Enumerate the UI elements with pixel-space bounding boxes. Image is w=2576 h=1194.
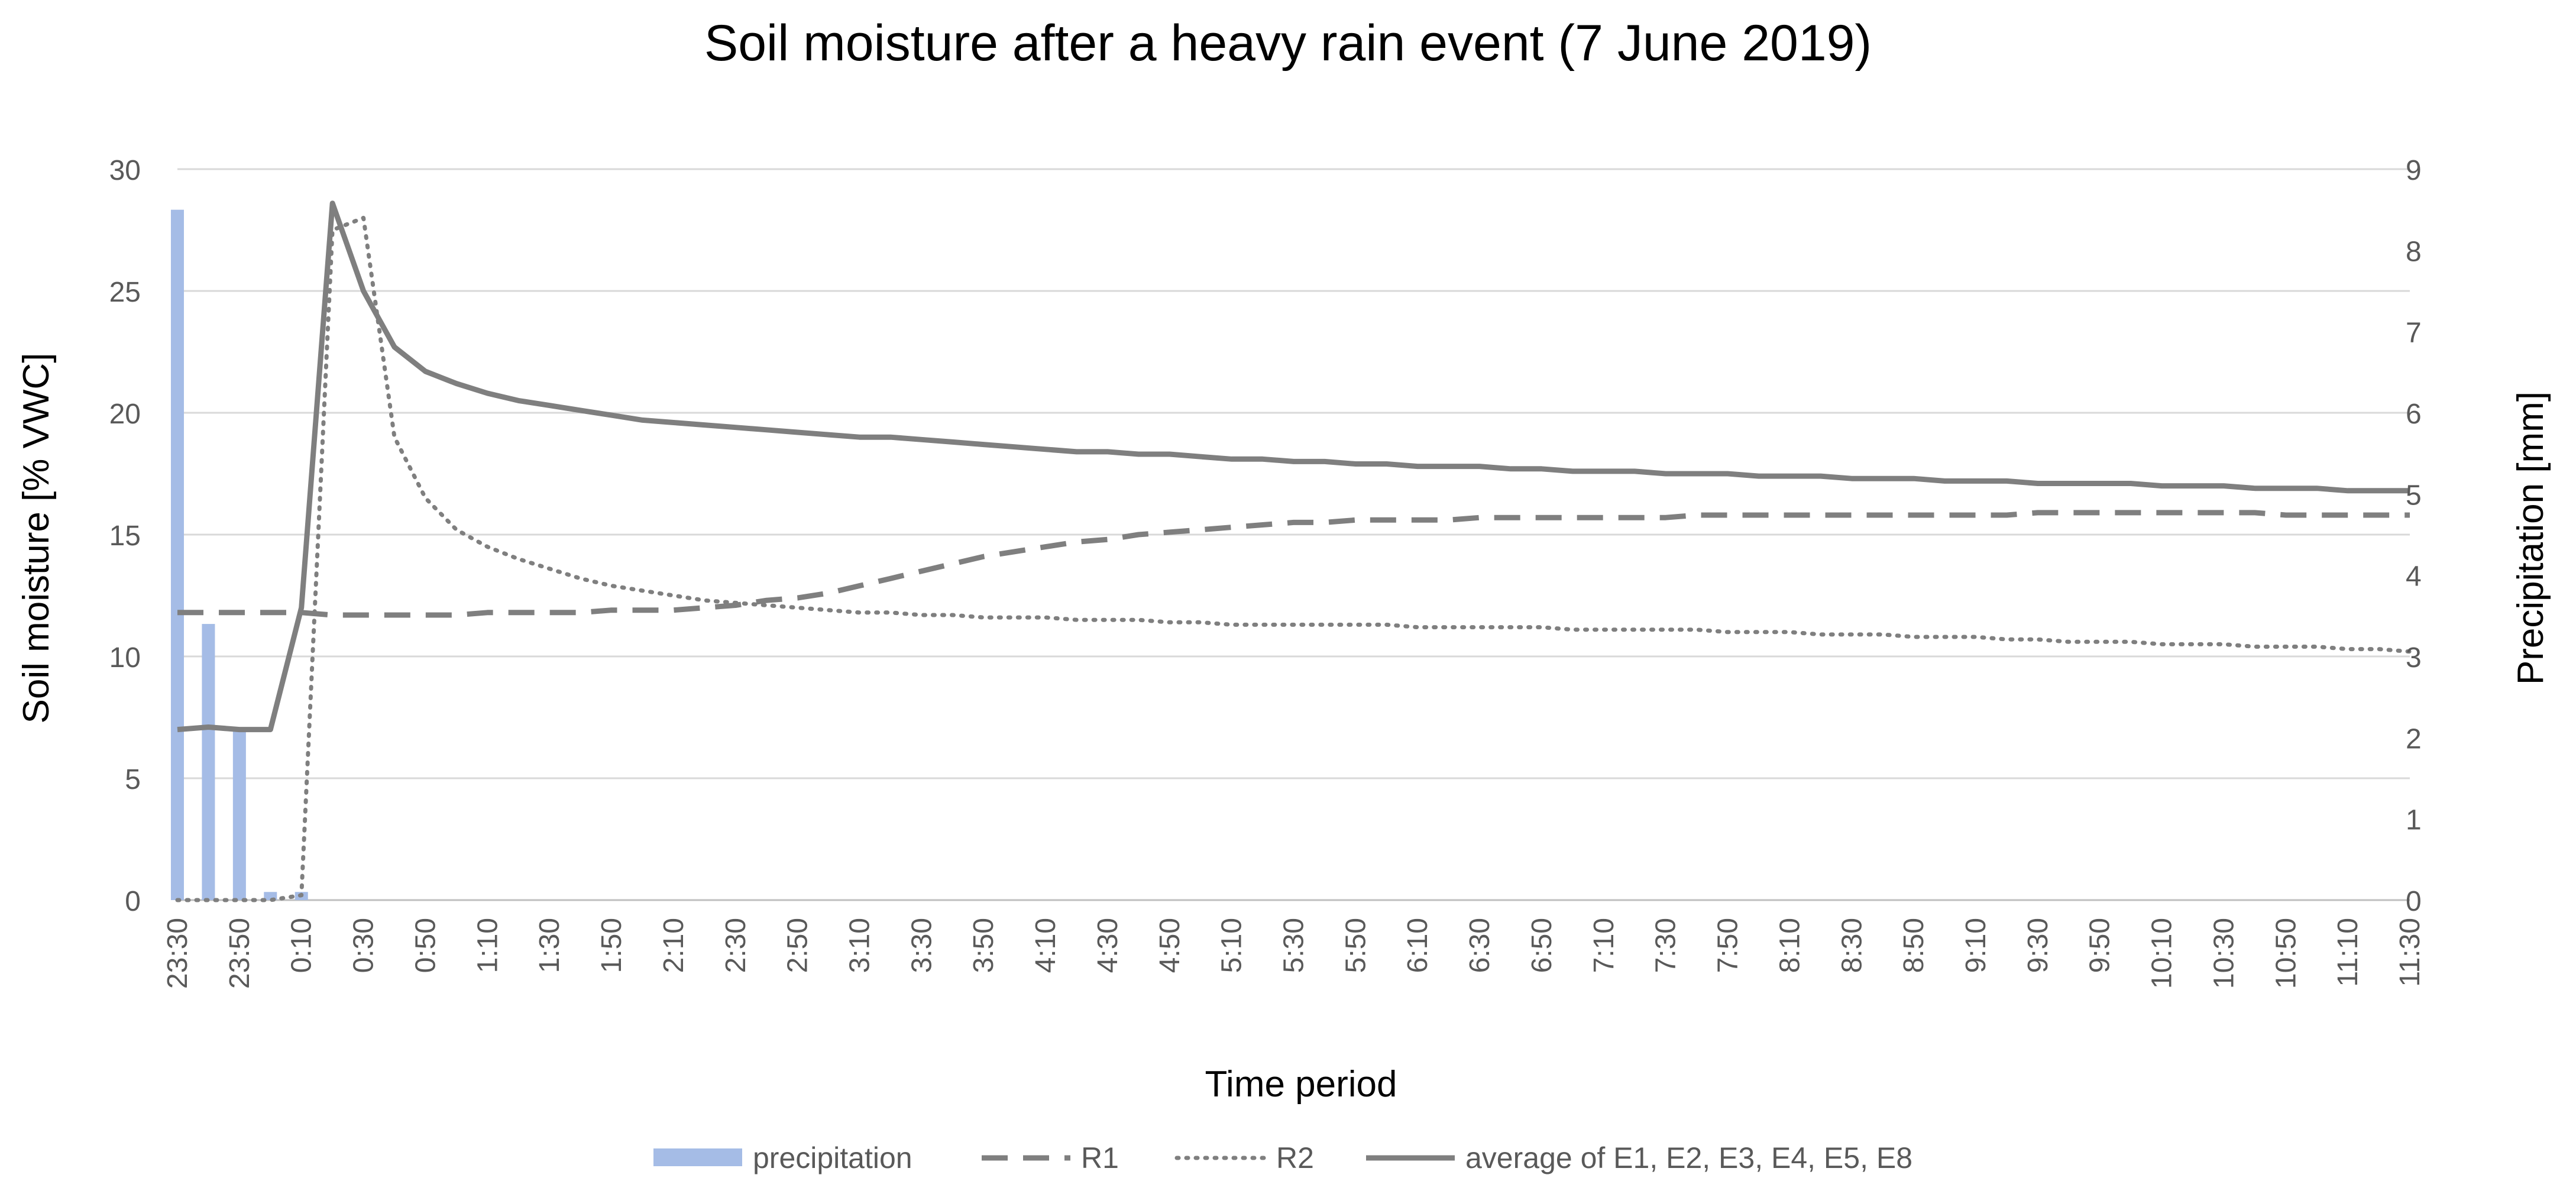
x-tick-label: 1:30 (534, 918, 565, 973)
precipitation-bar (202, 624, 215, 900)
x-tick-label: 9:10 (1960, 918, 1992, 973)
legend-swatch (653, 1148, 742, 1166)
y-tick-label: 30 (109, 155, 141, 186)
y2-axis-label: Precipitation [mm] (2510, 391, 2551, 685)
x-tick-label: 7:10 (1588, 918, 1620, 973)
x-tick-label: 0:30 (348, 918, 380, 973)
x-tick-label: 3:50 (968, 918, 999, 973)
x-tick-label: 11:30 (2394, 918, 2426, 987)
x-tick-label: 1:10 (472, 918, 503, 973)
y2-tick-label: 3 (2406, 642, 2422, 674)
x-tick-label: 1:50 (596, 918, 627, 973)
x-tick-label: 5:50 (1340, 918, 1371, 973)
x-tick-label: 9:50 (2085, 918, 2116, 973)
series-line-average (177, 200, 2410, 733)
y-tick-label: 20 (109, 399, 141, 430)
gridlines (177, 168, 2410, 901)
chart-title: Soil moisture after a heavy rain event (… (704, 15, 1872, 72)
precipitation-bar (232, 729, 246, 900)
legend: precipitation R1 R2 average of E1, E2, E3, … (653, 1141, 1912, 1174)
x-tick-label: 10:50 (2270, 918, 2302, 989)
legend-label: R2 (1276, 1141, 1314, 1174)
precipitation-bar (170, 209, 185, 901)
legend-label: average of E1, E2, E3, E4, E5, E8 (1465, 1141, 1912, 1174)
precipitation-bars (170, 209, 308, 901)
x-tick-label: 7:30 (1651, 918, 1682, 973)
x-tick-label: 3:10 (844, 918, 875, 973)
x-tick-label: 4:10 (1030, 918, 1062, 973)
y2-tick-label: 1 (2406, 805, 2422, 836)
y2-tick-label: 4 (2406, 561, 2422, 593)
y2-tick-label: 5 (2406, 480, 2422, 511)
y2-tick-label: 6 (2406, 399, 2422, 430)
x-tick-label: 23:30 (162, 918, 193, 989)
x-tick-label: 6:30 (1464, 918, 1496, 973)
x-tick-label: 0:50 (410, 918, 441, 973)
x-tick-label: 6:50 (1526, 918, 1558, 973)
x-tick-label: 8:30 (1836, 918, 1868, 973)
series-line-r1 (177, 510, 2410, 618)
series-lines (175, 200, 2412, 902)
x-tick-label: 9:30 (2022, 918, 2054, 973)
y-axis-label: Soil moisture [% VWC] (16, 352, 57, 723)
x-tick-label: 7:50 (1713, 918, 1744, 973)
x-tick-label: 2:30 (720, 918, 752, 973)
x-tick-label: 5:30 (1279, 918, 1310, 973)
series-line-r2 (175, 215, 2412, 902)
y-tick-label: 25 (109, 277, 141, 308)
y2-tick-label: 7 (2406, 318, 2422, 349)
x-tick-label: 10:30 (2208, 918, 2240, 989)
x-axis-label: Time period (1205, 1064, 1397, 1105)
x-tick-label: 8:10 (1774, 918, 1805, 973)
y2-tick-label: 0 (2406, 886, 2422, 917)
x-tick-label: 2:50 (782, 918, 814, 973)
axis-ticks: 0 5 10 15 20 25 30 0 1 2 3 4 5 6 7 8 9 23:30 23:50 0:10 0:30… (109, 155, 2426, 989)
x-tick-label: 8:50 (1898, 918, 1930, 973)
x-tick-label: 6:10 (1402, 918, 1433, 973)
x-tick-label: 3:30 (906, 918, 937, 973)
y-tick-label: 15 (109, 520, 141, 552)
y-tick-label: 0 (125, 886, 141, 917)
x-tick-label: 4:30 (1092, 918, 1124, 973)
y-tick-label: 5 (125, 764, 141, 795)
y2-tick-label: 9 (2406, 155, 2422, 186)
x-tick-label: 4:50 (1154, 918, 1186, 973)
y2-tick-label: 8 (2406, 236, 2422, 267)
x-tick-label: 2:10 (658, 918, 690, 973)
x-tick-label: 10:10 (2147, 918, 2178, 989)
x-tick-label: 0:10 (286, 918, 318, 973)
y-tick-label: 10 (109, 642, 141, 674)
legend-label: precipitation (753, 1141, 912, 1174)
x-tick-label: 23:50 (224, 918, 255, 989)
x-tick-label: 11:10 (2332, 918, 2364, 987)
legend-label: R1 (1081, 1141, 1119, 1174)
y2-tick-label: 2 (2406, 723, 2422, 755)
x-tick-label: 5:10 (1216, 918, 1248, 973)
